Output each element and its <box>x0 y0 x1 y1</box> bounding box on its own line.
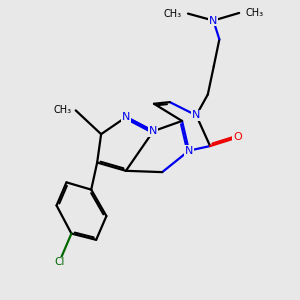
Text: N: N <box>122 112 130 122</box>
Text: Cl: Cl <box>54 257 64 267</box>
Text: N: N <box>209 16 218 26</box>
Text: N: N <box>192 110 200 120</box>
Text: N: N <box>185 146 193 156</box>
Text: N: N <box>149 126 158 136</box>
Text: CH₃: CH₃ <box>245 8 263 18</box>
Text: CH₃: CH₃ <box>164 9 182 19</box>
Text: O: O <box>233 133 242 142</box>
Text: CH₃: CH₃ <box>53 105 71 116</box>
